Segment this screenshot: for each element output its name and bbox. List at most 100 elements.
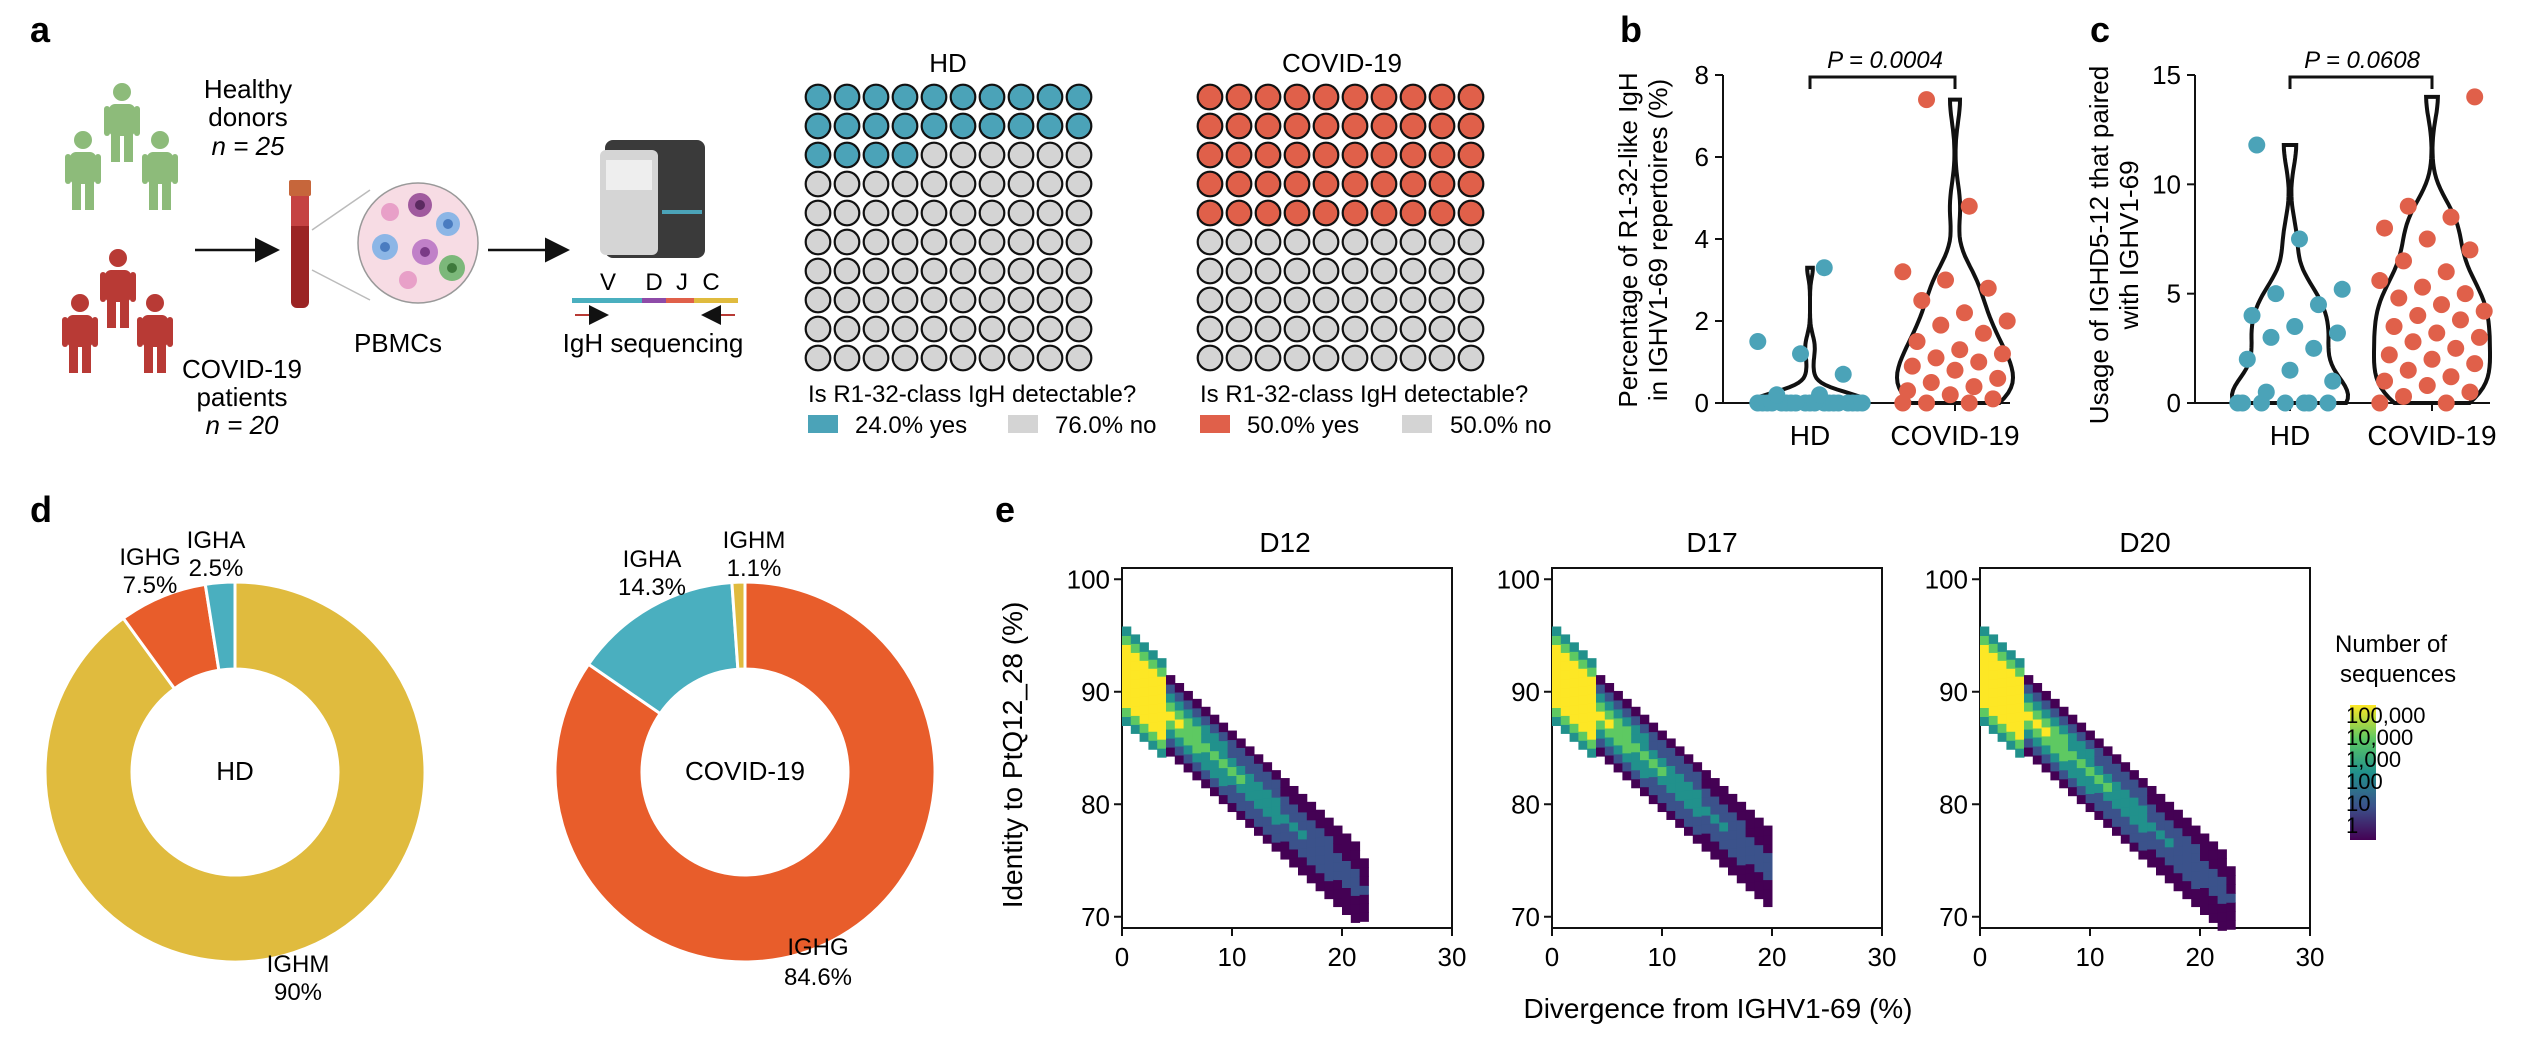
pie-hd-center-label: HD	[216, 756, 254, 786]
heatmap-cell	[1604, 692, 1615, 702]
heatmap-cell	[1604, 719, 1615, 729]
heatmap-cell	[1675, 773, 1685, 783]
x-tick-label: 20	[1758, 942, 1787, 972]
heatmap-cell	[2076, 767, 2087, 778]
heatmap-cell	[2094, 810, 2104, 820]
waffle-cell	[949, 141, 977, 169]
heatmap-cell	[1254, 790, 1264, 800]
heatmap-cell	[2129, 842, 2139, 852]
waffle-cell	[862, 315, 890, 343]
heatmap-cell	[1192, 716, 1202, 727]
heatmap-cell	[1130, 706, 1141, 716]
heatmap-cell	[2032, 737, 2043, 747]
heatmap-cell	[1157, 667, 1167, 677]
legend-swatch-covid-no	[1402, 415, 1432, 433]
waffle-cell	[1312, 257, 1340, 285]
pie-covid-label-ighm: IGHM	[723, 527, 786, 554]
heatmap-cell	[2147, 803, 2157, 814]
heatmap-cell	[1262, 762, 1273, 772]
waffle-cell	[1036, 257, 1064, 285]
waffle-cell	[1283, 257, 1311, 285]
heatmap-cell	[1701, 788, 1711, 798]
heatmap-cell	[1587, 703, 1597, 713]
waffle-cell	[1312, 344, 1340, 372]
healthy-label-1: Healthy	[204, 74, 292, 104]
heatmap-cell	[1359, 867, 1369, 877]
waffle-cell	[978, 228, 1006, 256]
heatmap-cell	[1130, 652, 1141, 662]
heatmap-cell	[2226, 866, 2236, 876]
heatmap-cell	[1227, 739, 1237, 750]
waffle-cell	[1370, 170, 1398, 198]
waffle-cell	[1399, 286, 1427, 314]
heatmap-cell	[1997, 678, 2007, 688]
heatmap-cell	[2041, 699, 2051, 710]
x-tick-label: COVID-19	[1890, 420, 2019, 451]
heatmap-cell	[1174, 692, 1185, 702]
data-point	[1927, 349, 1945, 367]
heatmap-cell	[1604, 755, 1615, 765]
heatmap-cell	[2094, 738, 2104, 748]
data-point	[2390, 289, 2408, 307]
pie-slice-ighm	[730, 580, 747, 671]
data-point	[2414, 278, 2432, 296]
heatmap-cell	[2191, 870, 2201, 881]
heatmap-cell	[1728, 838, 1738, 849]
heatmap-cell	[1350, 913, 1361, 923]
heatmap-cell	[1218, 767, 1229, 778]
heatmap-cell	[1657, 784, 1667, 795]
waffle-cell	[1370, 112, 1398, 140]
heatmap-cell	[2032, 746, 2043, 756]
heatmap-cell	[1763, 825, 1773, 836]
heatmap-cell	[1342, 869, 1352, 879]
heatmap-cell	[1174, 683, 1185, 693]
heatmap-cell	[1148, 731, 1158, 741]
data-point	[2319, 394, 2337, 412]
waffle-cell	[1399, 170, 1427, 198]
heatmap-cell	[2068, 723, 2078, 734]
person-leg	[120, 298, 129, 328]
x-tick-label: COVID-19	[2367, 420, 2496, 451]
waffle-cell	[920, 228, 948, 256]
heatmap-cell	[2085, 739, 2095, 750]
heatmap-cell	[1218, 776, 1229, 787]
data-point	[2461, 241, 2479, 259]
e-panel-title-d17: D17	[1686, 527, 1737, 558]
legend-swatch-covid-yes	[1200, 415, 1230, 433]
waffle-cell	[1065, 344, 1093, 372]
heatmap-cell	[1298, 793, 1308, 804]
heatmap-cell	[1183, 726, 1193, 737]
waffle-cell	[949, 315, 977, 343]
heatmap-cell	[1122, 635, 1132, 645]
heatmap-cell	[2032, 683, 2043, 693]
covid-label-1: COVID-19	[182, 354, 302, 384]
waffle-cell	[891, 228, 919, 256]
heatmap-cell	[1763, 852, 1773, 863]
heatmap-cell	[1710, 805, 1720, 815]
heatmap-cell	[1130, 643, 1141, 653]
heatmap-cell	[1315, 845, 1325, 856]
data-point	[2466, 88, 2484, 106]
heatmap-cell	[1736, 837, 1747, 848]
heatmap-cell	[1148, 722, 1158, 732]
heatmap-cell	[1122, 644, 1132, 654]
waffle-cell	[804, 141, 832, 169]
heatmap-cell	[1192, 743, 1202, 754]
waffle-cell	[920, 344, 948, 372]
heatmap-cell	[1710, 778, 1720, 788]
heatmap-cell	[2208, 859, 2219, 869]
heatmap-cell	[1139, 687, 1149, 697]
heatmap-cell	[2138, 805, 2148, 815]
waffle-cell	[1007, 141, 1035, 169]
heatmap-cell	[1227, 748, 1237, 759]
heatmap-cell	[2076, 731, 2087, 742]
heatmap-cell	[1280, 823, 1290, 833]
heatmap-cell	[2182, 853, 2192, 864]
heatmap-cell	[2217, 894, 2227, 904]
pie-hd-label-ighm: IGHM	[267, 951, 330, 978]
waffle-cell	[1428, 112, 1456, 140]
heatmap-cell	[1648, 749, 1659, 760]
y-tick-label: 80	[1511, 789, 1540, 819]
vdjc-strip	[572, 298, 738, 303]
waffle-cell	[833, 170, 861, 198]
